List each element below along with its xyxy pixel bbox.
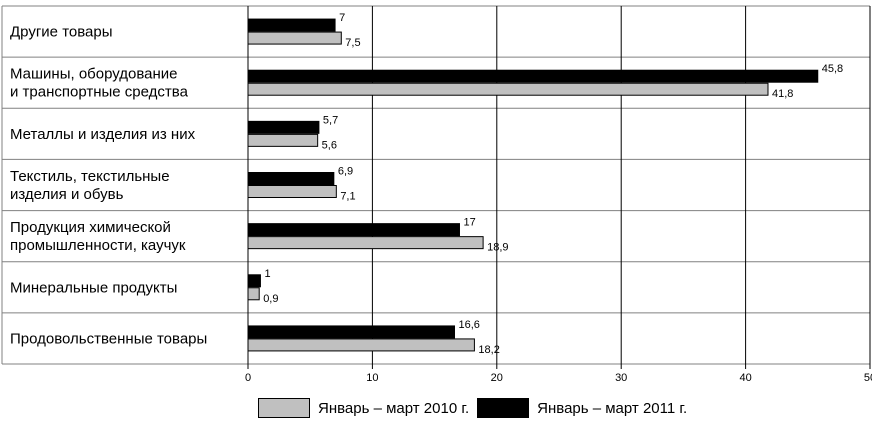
category-label: Машины, оборудование xyxy=(10,66,178,83)
bar-2010 xyxy=(247,338,475,352)
x-tick-label: 30 xyxy=(615,372,627,384)
x-tick-label: 0 xyxy=(245,372,251,384)
data-label-2010: 7,5 xyxy=(345,37,360,49)
bar-2011 xyxy=(247,223,460,237)
bar-2011 xyxy=(247,120,320,134)
data-label-2011: 6,9 xyxy=(338,166,353,178)
x-tick-label: 10 xyxy=(366,372,378,384)
legend-label-2011: Январь – март 2011 г. xyxy=(537,399,688,417)
category-label: Металлы и изделия из них xyxy=(10,126,196,143)
bar-2010 xyxy=(247,185,337,198)
bar-2010 xyxy=(247,133,319,147)
data-label-2010: 18,9 xyxy=(487,242,508,254)
legend-label-2010: Январь – март 2010 г. xyxy=(318,399,470,417)
x-tick-label: 40 xyxy=(739,372,751,384)
data-label-2011: 1 xyxy=(264,268,270,280)
legend-swatch-2010 xyxy=(258,398,310,418)
data-label-2010: 7,1 xyxy=(340,191,355,203)
x-tick-label: 20 xyxy=(491,372,503,384)
data-label-2011: 17 xyxy=(463,217,475,229)
data-label-2010: 41,8 xyxy=(772,88,793,100)
data-label-2011: 16,6 xyxy=(459,319,480,331)
bar-2010 xyxy=(247,31,342,45)
category-label: Продовольственные товары xyxy=(10,330,207,347)
bar-2011 xyxy=(247,69,819,83)
legend-swatch-2011 xyxy=(477,398,530,418)
bar-2010 xyxy=(247,82,769,96)
data-label-2011: 45,8 xyxy=(822,63,843,75)
bar-2011 xyxy=(247,274,261,288)
category-label: Минеральные продукты xyxy=(10,279,177,296)
category-label: Продукция химической xyxy=(10,219,171,236)
legend: Январь – март 2010 г. Январь – март 2011… xyxy=(258,397,695,419)
bar-2011 xyxy=(247,18,336,32)
x-tick-label: 50 xyxy=(864,372,872,384)
bar-2010 xyxy=(247,287,260,301)
data-label-2010: 0,9 xyxy=(263,293,278,305)
data-label-2011: 7 xyxy=(339,12,345,24)
category-label: и транспортные средства xyxy=(10,84,189,101)
legend-item-2011: Январь – март 2011 г. xyxy=(477,398,687,418)
bar-2010 xyxy=(247,236,484,250)
data-label-2011: 5,7 xyxy=(323,114,338,126)
category-label: промышленности, каучук xyxy=(10,237,186,254)
legend-item-2010: Январь – март 2010 г. xyxy=(258,398,469,418)
bar-2011 xyxy=(247,172,335,185)
data-label-2010: 18,2 xyxy=(478,344,499,356)
category-label: Другие товары xyxy=(10,24,113,41)
category-label: Текстиль, текстильные xyxy=(10,168,170,185)
data-label-2010: 5,6 xyxy=(322,139,337,151)
category-label: изделия и обувь xyxy=(10,186,124,203)
bar-2011 xyxy=(247,325,456,339)
